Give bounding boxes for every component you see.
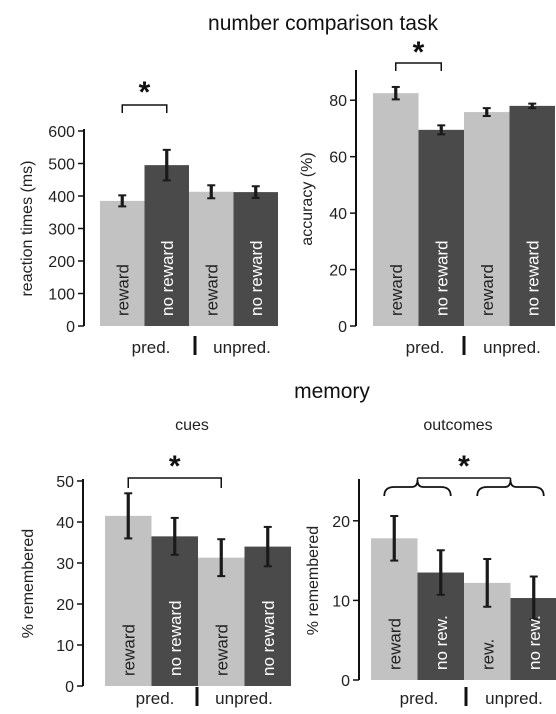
bar — [464, 112, 510, 326]
group-separator — [462, 336, 466, 355]
y-tick-label: 0 — [65, 679, 74, 696]
group-label-pred: pred. — [136, 689, 175, 708]
group-label-pred: pred. — [132, 338, 171, 357]
y-tick-label: 20 — [56, 597, 74, 614]
chart-title: cues — [175, 417, 209, 434]
bar-label: reward — [113, 264, 132, 316]
y-axis-label: % remembered — [305, 526, 322, 635]
y-axis-label: accuracy (%) — [299, 152, 316, 245]
y-axis-label: % remembered — [20, 529, 37, 638]
bar — [189, 191, 234, 326]
bar-label: no reward — [432, 240, 451, 316]
bar-label: no reward — [259, 600, 278, 676]
significance-star: * — [413, 36, 425, 69]
bar — [373, 93, 419, 327]
y-tick-label: 300 — [48, 222, 75, 239]
bar — [105, 515, 152, 686]
y-tick-label: 200 — [48, 254, 75, 271]
bar — [100, 200, 145, 326]
bar-label: no rew. — [525, 615, 544, 670]
bar-label: no reward — [166, 600, 185, 676]
significance-star: * — [169, 450, 181, 483]
bar-label: no reward — [247, 240, 266, 316]
group-label-unpred: unpred. — [215, 689, 273, 708]
bar-label: reward — [385, 618, 404, 670]
y-tick-label: 0 — [338, 319, 347, 336]
bar — [151, 536, 198, 686]
group-label-pred: pred. — [400, 689, 439, 708]
y-tick-label: 40 — [329, 206, 347, 223]
group-label-pred: pred. — [406, 338, 445, 357]
bar — [144, 165, 189, 326]
y-tick-label: 100 — [48, 287, 75, 304]
y-tick-label: 20 — [332, 514, 350, 531]
y-tick-label: 0 — [341, 673, 350, 690]
significance-brace — [383, 479, 452, 497]
y-tick-label: 60 — [329, 150, 347, 167]
bar-label: no reward — [523, 240, 542, 316]
y-tick-label: 400 — [48, 189, 75, 206]
bar — [418, 129, 464, 326]
y-tick-label: 20 — [329, 263, 347, 280]
bar-label: no rew. — [432, 615, 451, 670]
bar — [233, 192, 278, 326]
group-label-unpred: unpred. — [485, 689, 543, 708]
significance-bracket — [127, 477, 222, 488]
bottom-section-title: memory — [294, 380, 370, 403]
y-tick-label: 80 — [329, 93, 347, 110]
bar-label: reward — [202, 264, 221, 316]
group-separator — [464, 687, 468, 706]
y-tick-label: 50 — [56, 474, 74, 491]
significance-bracket — [395, 62, 442, 71]
y-tick-label: 600 — [48, 124, 75, 141]
significance-bracket — [121, 104, 168, 113]
significance-star: * — [139, 76, 151, 109]
chart-title: outcomes — [423, 417, 492, 434]
bar — [371, 538, 418, 680]
y-tick-label: 10 — [56, 638, 74, 655]
significance-brace — [476, 479, 545, 497]
bar — [509, 105, 555, 326]
bar-label: reward — [387, 264, 406, 316]
y-tick-label: 10 — [332, 593, 350, 610]
group-separator — [195, 687, 199, 706]
top-section-title: number comparison task — [208, 12, 438, 35]
group-label-unpred: unpred. — [213, 338, 271, 357]
bar-label: reward — [119, 624, 138, 676]
group-separator — [193, 336, 197, 355]
group-label-unpred: unpred. — [483, 338, 541, 357]
y-axis-label: reaction times (ms) — [19, 160, 36, 296]
bar-label: rew. — [478, 639, 497, 670]
y-tick-label: 500 — [48, 157, 75, 174]
bar-label: no reward — [158, 240, 177, 316]
bar-label: reward — [212, 624, 231, 676]
significance-star: * — [458, 450, 470, 483]
bar — [244, 546, 291, 686]
y-tick-label: 30 — [56, 556, 74, 573]
y-tick-label: 0 — [66, 319, 75, 336]
bar-label: reward — [478, 264, 497, 316]
y-tick-label: 40 — [56, 515, 74, 532]
bar — [198, 557, 245, 686]
